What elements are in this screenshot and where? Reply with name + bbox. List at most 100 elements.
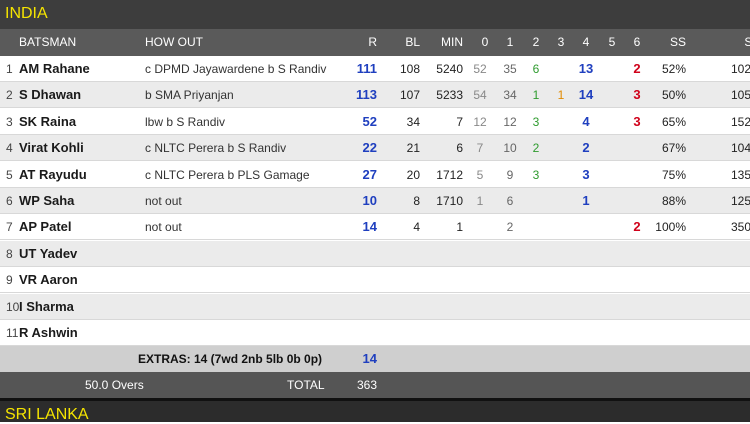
team-header-india[interactable]: INDIA — [0, 0, 750, 29]
batsman-row[interactable]: 4 Virat Kohli c NLTC Perera b S Randiv 22 21… — [0, 135, 750, 162]
batsman-number: 4 — [6, 141, 13, 156]
minutes: 1712 — [436, 167, 463, 182]
ones: 34 — [503, 88, 517, 103]
minutes: 5240 — [436, 62, 463, 76]
extras-row: EXTRAS: 14 (7wd 2nb 5lb 0b 0p) 14 — [0, 346, 750, 372]
header-threes: 3 — [557, 35, 565, 49]
batsman-row[interactable]: 10 I Sharma — [0, 293, 750, 320]
batsman-row[interactable]: 8 UT Yadev — [0, 240, 750, 267]
batsman-name: UT Yadev — [19, 245, 78, 261]
batsman-row[interactable]: 3 SK Raina lbw b S Randiv 52 34 7 12 12 3 4 3 65% 15… — [0, 108, 750, 135]
dots: 52 — [473, 62, 487, 76]
header-twos: 2 — [532, 35, 540, 49]
strike-rate: 102.8 — [730, 62, 750, 76]
scoring-shots-pct: 67% — [661, 141, 686, 156]
strike-rate: 104.8 — [730, 141, 750, 156]
how-out: c NLTC Perera b PLS Gamage — [145, 167, 310, 182]
twos: 2 — [532, 141, 540, 156]
extras-label: EXTRAS: 14 (7wd 2nb 5lb 0b 0p) — [138, 352, 323, 366]
header-scoring-shots: SS — [669, 35, 686, 49]
fours: 1 — [582, 193, 590, 208]
dots: 12 — [473, 114, 487, 129]
dots: 1 — [476, 194, 484, 208]
twos: 6 — [532, 62, 540, 76]
header-runs: R — [368, 35, 377, 49]
total-overs: 50.0 Overs — [85, 378, 144, 392]
sixes: 2 — [633, 61, 641, 76]
team-header-sri-lanka[interactable]: SRI LANKA — [0, 398, 750, 423]
runs: 22 — [362, 140, 377, 156]
batsman-number: 6 — [6, 194, 13, 208]
batsman-row[interactable]: 1 AM Rahane c DPMD Jayawardene b S Randiv 1… — [0, 56, 750, 82]
fours: 2 — [582, 140, 590, 156]
ones: 12 — [503, 114, 517, 129]
minutes: 6 — [456, 141, 463, 156]
scoring-shots-pct: 52% — [661, 62, 686, 76]
batsman-name: SK Raina — [19, 113, 77, 129]
strike-rate: 152.9 — [730, 114, 750, 129]
runs: 52 — [362, 113, 377, 129]
dots: 5 — [476, 167, 484, 182]
header-ones: 1 — [506, 35, 514, 49]
balls: 107 — [399, 88, 420, 103]
column-header-row: BATSMAN HOW OUT R BL MIN 0 1 2 3 4 5 6 S… — [0, 29, 750, 56]
how-out: c NLTC Perera b S Randiv — [145, 141, 287, 156]
threes: 1 — [557, 88, 565, 103]
total-value: 363 — [356, 378, 377, 392]
header-fours: 4 — [582, 35, 590, 49]
ones: 35 — [503, 62, 517, 76]
team-name: SRI LANKA — [5, 406, 89, 423]
minutes: 1 — [456, 220, 463, 235]
scoring-shots-pct: 50% — [661, 88, 686, 103]
batsman-row[interactable]: 6 WP Saha not out 10 8 1710 1 6 1 88% 125.0 — [0, 188, 750, 214]
batsman-number: 8 — [6, 246, 13, 261]
how-out: lbw b S Randiv — [145, 114, 226, 129]
scoring-shots-pct: 100% — [655, 220, 686, 235]
batsman-name: I Sharma — [19, 298, 74, 314]
scoring-shots-pct: 75% — [661, 167, 686, 182]
twos: 1 — [532, 88, 540, 103]
batsman-row[interactable]: 9 VR Aaron — [0, 267, 750, 294]
batsman-name: AT Rayudu — [19, 166, 87, 182]
minutes: 5233 — [436, 88, 463, 103]
balls: 20 — [406, 167, 420, 182]
header-strike-rate: SR — [744, 35, 750, 49]
twos: 3 — [532, 167, 540, 182]
total-row: 50.0 Overs TOTAL 363 — [0, 372, 750, 398]
header-sixes: 6 — [633, 35, 641, 49]
runs: 14 — [362, 219, 377, 235]
batsman-row[interactable]: 5 AT Rayudu c NLTC Perera b PLS Gamage 27 20… — [0, 161, 750, 188]
minutes: 7 — [456, 114, 463, 129]
strike-rate: 135.0 — [730, 167, 750, 182]
runs: 27 — [362, 166, 377, 182]
twos: 3 — [532, 114, 540, 129]
header-minutes: MIN — [441, 35, 463, 49]
fours: 13 — [578, 61, 594, 76]
strike-rate: 350.0 — [730, 220, 750, 235]
batsman-row[interactable]: 7 AP Patel not out 14 4 1 2 2 100% 350.0 — [0, 214, 750, 241]
how-out: c DPMD Jayawardene b S Randiv — [145, 62, 327, 76]
fours: 4 — [582, 113, 590, 129]
batsman-number: 7 — [6, 220, 13, 235]
fours: 3 — [582, 166, 590, 182]
runs: 10 — [362, 193, 377, 208]
how-out: b SMA Priyanjan — [145, 88, 234, 103]
batsman-row[interactable]: 11 R Ashwin — [0, 320, 750, 346]
total-label: TOTAL — [287, 378, 325, 392]
balls: 108 — [399, 62, 420, 76]
batsman-number: 1 — [6, 62, 13, 76]
batsman-name: WP Saha — [19, 193, 75, 208]
runs: 113 — [356, 87, 377, 103]
header-batsman: BATSMAN — [19, 35, 77, 49]
extras-value: 14 — [362, 351, 377, 366]
header-how-out: HOW OUT — [145, 35, 203, 49]
batsman-name: VR Aaron — [19, 272, 78, 288]
batsman-number: 9 — [6, 273, 13, 288]
sixes: 2 — [633, 219, 641, 235]
batsman-name: AM Rahane — [19, 61, 90, 76]
dots: 54 — [473, 88, 487, 103]
balls: 8 — [413, 194, 420, 208]
how-out: not out — [145, 194, 182, 208]
header-balls: BL — [405, 35, 420, 49]
